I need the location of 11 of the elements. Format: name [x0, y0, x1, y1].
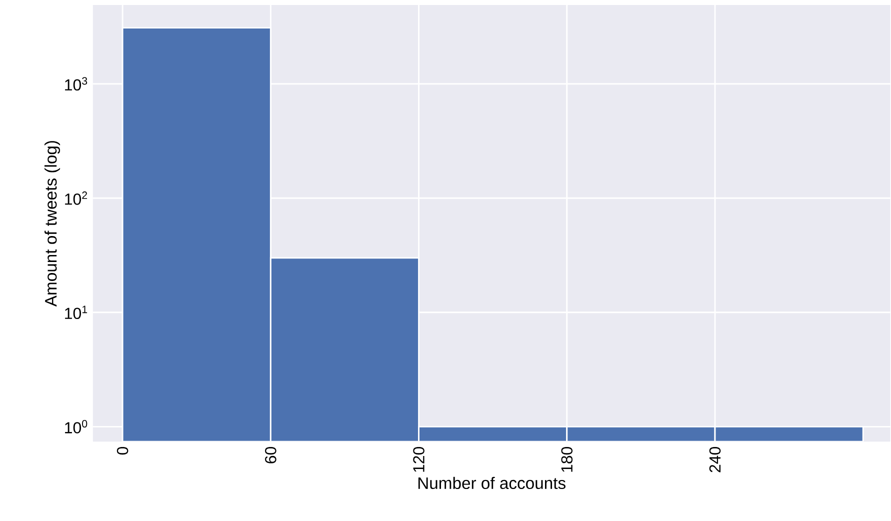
x-tick-label: 240: [709, 447, 721, 472]
x-tick-label: 60: [265, 447, 276, 464]
y-tick-label: 10$^{0}$: [65, 420, 88, 434]
x-tick-label: 0: [116, 447, 128, 455]
y-tick-label: 10$^{2}$: [65, 192, 88, 206]
x-tick-label: 120: [413, 447, 424, 472]
x-tick-label: 180: [561, 447, 573, 472]
x-axis-title: Number of accounts: [418, 477, 566, 490]
y-tick-label: 10$^{1}$: [65, 306, 88, 320]
y-tick-label: 10$^{3}$: [65, 77, 88, 91]
y-axis-title: Amount of tweets (log): [44, 141, 60, 307]
